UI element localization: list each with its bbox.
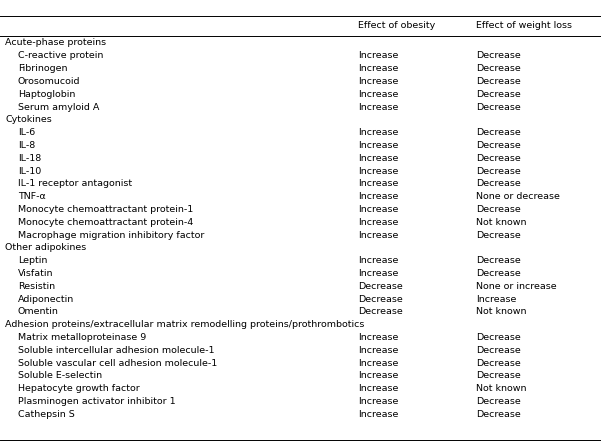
Text: Decrease: Decrease: [358, 307, 403, 316]
Text: Increase: Increase: [358, 269, 398, 278]
Text: Decrease: Decrease: [476, 205, 520, 214]
Text: Decrease: Decrease: [358, 281, 403, 291]
Text: Increase: Increase: [358, 192, 398, 201]
Text: Serum amyloid A: Serum amyloid A: [18, 103, 99, 111]
Text: Decrease: Decrease: [476, 128, 520, 137]
Text: IL-6: IL-6: [18, 128, 35, 137]
Text: Increase: Increase: [358, 77, 398, 86]
Text: Hepatocyte growth factor: Hepatocyte growth factor: [18, 384, 140, 393]
Text: Fibrinogen: Fibrinogen: [18, 64, 67, 73]
Text: Decrease: Decrease: [476, 154, 520, 163]
Text: Haptoglobin: Haptoglobin: [18, 90, 75, 99]
Text: Decrease: Decrease: [476, 77, 520, 86]
Text: IL-1 receptor antagonist: IL-1 receptor antagonist: [18, 179, 132, 188]
Text: Decrease: Decrease: [476, 90, 520, 99]
Text: Visfatin: Visfatin: [18, 269, 53, 278]
Text: Cathepsin S: Cathepsin S: [18, 410, 75, 419]
Text: Monocyte chemoattractant protein-4: Monocyte chemoattractant protein-4: [18, 218, 194, 227]
Text: Leptin: Leptin: [18, 256, 47, 265]
Text: Increase: Increase: [358, 256, 398, 265]
Text: Increase: Increase: [358, 52, 398, 60]
Text: Decrease: Decrease: [476, 141, 520, 150]
Text: Decrease: Decrease: [358, 294, 403, 304]
Text: Decrease: Decrease: [476, 179, 520, 188]
Text: Not known: Not known: [476, 307, 526, 316]
Text: Decrease: Decrease: [476, 397, 520, 406]
Text: Decrease: Decrease: [476, 410, 520, 419]
Text: Increase: Increase: [476, 294, 516, 304]
Text: Decrease: Decrease: [476, 64, 520, 73]
Text: Increase: Increase: [358, 166, 398, 175]
Text: Decrease: Decrease: [476, 371, 520, 381]
Text: Resistin: Resistin: [18, 281, 55, 291]
Text: Decrease: Decrease: [476, 256, 520, 265]
Text: Increase: Increase: [358, 410, 398, 419]
Text: C-reactive protein: C-reactive protein: [18, 52, 103, 60]
Text: Matrix metalloproteinase 9: Matrix metalloproteinase 9: [18, 333, 146, 342]
Text: Increase: Increase: [358, 371, 398, 381]
Text: Omentin: Omentin: [18, 307, 59, 316]
Text: Increase: Increase: [358, 128, 398, 137]
Text: Increase: Increase: [358, 358, 398, 368]
Text: Soluble E-selectin: Soluble E-selectin: [18, 371, 102, 381]
Text: Decrease: Decrease: [476, 230, 520, 239]
Text: None or decrease: None or decrease: [476, 192, 560, 201]
Text: Other adipokines: Other adipokines: [5, 243, 87, 252]
Text: Orosomucoid: Orosomucoid: [18, 77, 81, 86]
Text: Decrease: Decrease: [476, 166, 520, 175]
Text: TNF-α: TNF-α: [18, 192, 46, 201]
Text: Increase: Increase: [358, 205, 398, 214]
Text: IL-10: IL-10: [18, 166, 41, 175]
Text: IL-8: IL-8: [18, 141, 35, 150]
Text: Cytokines: Cytokines: [5, 115, 52, 124]
Text: Increase: Increase: [358, 141, 398, 150]
Text: Increase: Increase: [358, 384, 398, 393]
Text: Increase: Increase: [358, 90, 398, 99]
Text: Effect of weight loss: Effect of weight loss: [476, 21, 572, 31]
Text: Decrease: Decrease: [476, 52, 520, 60]
Text: Not known: Not known: [476, 384, 526, 393]
Text: Decrease: Decrease: [476, 346, 520, 355]
Text: Increase: Increase: [358, 397, 398, 406]
Text: Increase: Increase: [358, 64, 398, 73]
Text: IL-18: IL-18: [18, 154, 41, 163]
Text: Increase: Increase: [358, 346, 398, 355]
Text: None or increase: None or increase: [476, 281, 557, 291]
Text: Macrophage migration inhibitory factor: Macrophage migration inhibitory factor: [18, 230, 204, 239]
Text: Soluble intercellular adhesion molecule-1: Soluble intercellular adhesion molecule-…: [18, 346, 215, 355]
Text: Decrease: Decrease: [476, 333, 520, 342]
Text: Plasminogen activator inhibitor 1: Plasminogen activator inhibitor 1: [18, 397, 175, 406]
Text: Adiponectin: Adiponectin: [18, 294, 75, 304]
Text: Increase: Increase: [358, 218, 398, 227]
Text: Decrease: Decrease: [476, 358, 520, 368]
Text: Not known: Not known: [476, 218, 526, 227]
Text: Monocyte chemoattractant protein-1: Monocyte chemoattractant protein-1: [18, 205, 194, 214]
Text: Increase: Increase: [358, 230, 398, 239]
Text: Increase: Increase: [358, 103, 398, 111]
Text: Decrease: Decrease: [476, 269, 520, 278]
Text: Soluble vascular cell adhesion molecule-1: Soluble vascular cell adhesion molecule-…: [18, 358, 217, 368]
Text: Increase: Increase: [358, 333, 398, 342]
Text: Adhesion proteins/extracellular matrix remodelling proteins/prothrombotics: Adhesion proteins/extracellular matrix r…: [5, 320, 364, 329]
Text: Decrease: Decrease: [476, 103, 520, 111]
Text: Increase: Increase: [358, 154, 398, 163]
Text: Effect of obesity: Effect of obesity: [358, 21, 435, 31]
Text: Acute-phase proteins: Acute-phase proteins: [5, 39, 106, 48]
Text: Increase: Increase: [358, 179, 398, 188]
